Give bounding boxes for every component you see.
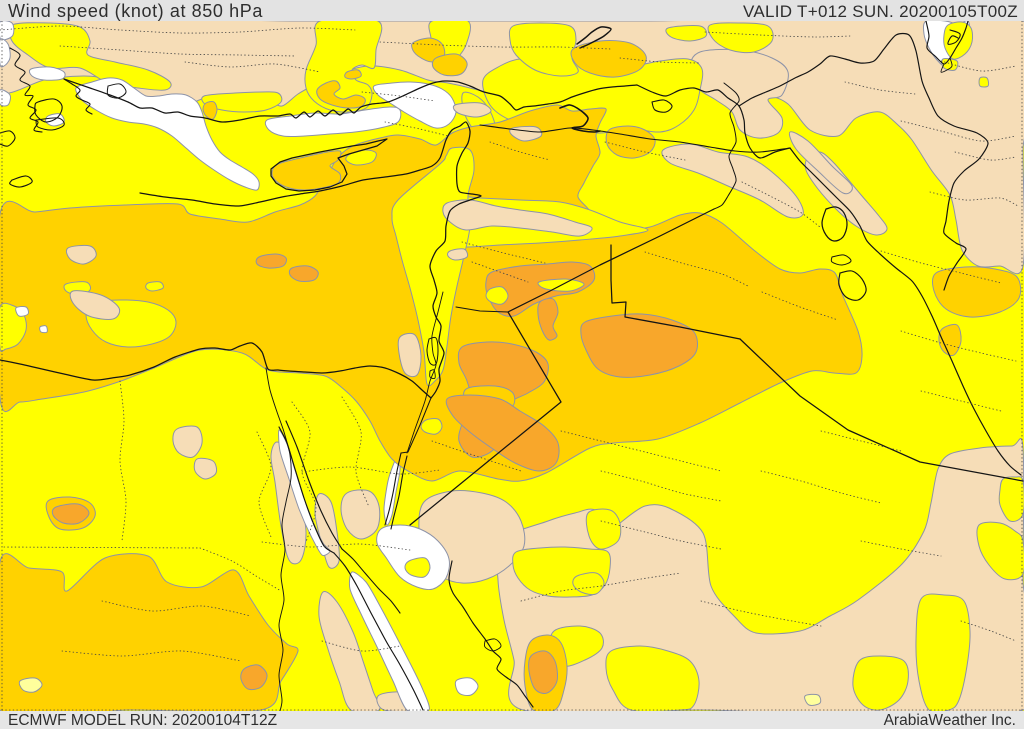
svg-text:ArabiaWeather Inc.: ArabiaWeather Inc. bbox=[884, 712, 1016, 729]
svg-text:Wind speed (knot) at 850 hPa: Wind speed (knot) at 850 hPa bbox=[8, 1, 263, 21]
svg-text:ECMWF MODEL RUN: 20200104T12Z: ECMWF MODEL RUN: 20200104T12Z bbox=[8, 712, 277, 729]
svg-text:VALID T+012 SUN. 20200105T00Z: VALID T+012 SUN. 20200105T00Z bbox=[743, 2, 1018, 21]
